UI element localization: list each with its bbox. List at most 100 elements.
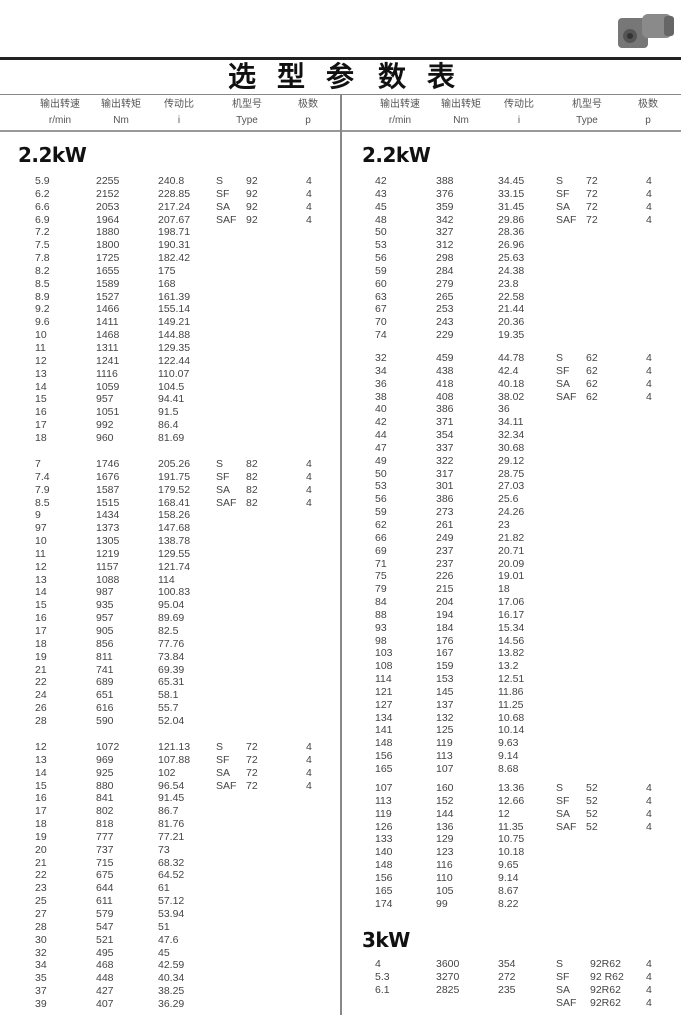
table-row: 22 675 64.52: [0, 869, 330, 882]
table-row: 56 298 25.63: [340, 252, 670, 265]
cell-speed: 20: [35, 843, 47, 856]
header-type-label: 机型号: [232, 99, 262, 110]
cell-type: S: [556, 352, 564, 364]
cell-speed: 6.9: [35, 213, 50, 226]
cell-speed: 98: [375, 634, 387, 647]
table-row: 16 957 89.69: [0, 612, 330, 625]
cell-torque: 1305: [96, 535, 120, 548]
cell-poles: 4: [646, 782, 652, 794]
cell-poles: 4: [306, 187, 312, 200]
cell-ratio: 9.14: [498, 871, 519, 884]
cell-speed: 53: [375, 239, 387, 252]
cell-speed: 5.3: [375, 970, 390, 983]
cell-torque: 992: [96, 419, 114, 432]
cell-ratio: 25.6: [498, 493, 519, 506]
table-row: 42 388 34.45 S 72 4: [340, 175, 670, 188]
cell-ratio: 19.01: [498, 570, 525, 583]
cell-torque: 1964: [96, 213, 120, 226]
cell-ratio: 8.22: [498, 897, 519, 910]
cell-speed: 165: [375, 763, 393, 775]
header-speed-unit: r/min: [48, 115, 72, 126]
table-row: 24 651 58.1: [0, 689, 330, 702]
cell-torque: 167: [436, 647, 454, 660]
cell-size: 92R62: [590, 996, 621, 1009]
table-row: 22 689 65.31: [0, 676, 330, 689]
cell-speed: 10: [35, 329, 47, 342]
table-row: 121 145 11.86: [340, 686, 670, 699]
cell-ratio: 23.8: [498, 277, 519, 290]
cell-torque: 1880: [96, 226, 120, 239]
cell-ratio: 190.31: [158, 239, 191, 252]
table-row: 12 1157 121.74: [0, 561, 330, 574]
cell-speed: 36: [375, 377, 387, 390]
cell-torque: 3600: [436, 958, 460, 970]
cell-ratio: 9.14: [498, 750, 519, 763]
table-row: 5.3 3270 272 SF 92 R62 4: [340, 971, 670, 984]
cell-ratio: 15.34: [498, 621, 525, 634]
cell-speed: 42: [375, 416, 387, 429]
cell-poles: 4: [646, 983, 652, 996]
cell-speed: 11: [35, 341, 46, 354]
cell-ratio: 129.55: [158, 547, 191, 560]
cell-ratio: 55.7: [158, 702, 179, 715]
cell-poles: 4: [646, 364, 652, 377]
cell-torque: 818: [96, 818, 114, 831]
title-char: 表: [427, 60, 456, 93]
cell-ratio: 36.29: [158, 997, 185, 1010]
cell-torque: 132: [436, 711, 454, 724]
table-row: 165 105 8.67: [340, 885, 670, 898]
table-row: 10 1305 138.78: [0, 535, 330, 548]
cell-ratio: 47.6: [158, 933, 179, 946]
cell-torque: 312: [436, 239, 454, 252]
cell-torque: 925: [96, 766, 114, 779]
cell-speed: 97: [35, 522, 47, 535]
cell-speed: 66: [375, 531, 387, 544]
cell-ratio: 114: [158, 573, 175, 586]
cell-type: SF: [556, 970, 570, 983]
table-row: 66 249 21.82: [340, 532, 670, 545]
cell-torque: 337: [436, 441, 454, 454]
title-char: 参: [326, 60, 355, 93]
cell-speed: 62: [375, 518, 387, 531]
cell-ratio: 96.54: [158, 779, 185, 792]
cell-speed: 108: [375, 660, 393, 673]
cell-ratio: 129.35: [158, 341, 191, 354]
cell-speed: 140: [375, 846, 393, 859]
cell-torque: 284: [436, 264, 454, 277]
cell-torque: 521: [96, 933, 114, 946]
cell-torque: 388: [436, 175, 454, 187]
table-row: 6.6 2053 217.24 SA 92 4: [0, 201, 330, 214]
cell-torque: 176: [436, 634, 454, 647]
cell-speed: 50: [375, 467, 387, 480]
cell-speed: 9.2: [35, 303, 50, 316]
table-row: 34 438 42.4 SF 62 4: [340, 365, 670, 378]
cell-ratio: 95.04: [158, 599, 185, 612]
cell-speed: 67: [375, 303, 387, 316]
cell-speed: 25: [35, 895, 47, 908]
cell-torque: 243: [436, 316, 454, 329]
cell-ratio: 82.5: [158, 624, 179, 637]
cell-speed: 15: [35, 779, 47, 792]
cell-ratio: 40.34: [158, 972, 185, 985]
power-heading: 3kW: [362, 928, 410, 952]
cell-torque: 1725: [96, 252, 120, 265]
table-row: 8.5 1515 168.41 SAF 82 4: [0, 497, 330, 510]
cell-torque: 249: [436, 531, 454, 544]
title-char: 型: [277, 60, 306, 93]
cell-ratio: 179.52: [158, 483, 191, 496]
cell-ratio: 81.76: [158, 818, 185, 831]
cell-ratio: 21.44: [498, 303, 525, 316]
table-row: 18 818 81.76: [0, 818, 330, 831]
cell-ratio: 9.65: [498, 859, 519, 872]
cell-torque: 737: [96, 843, 114, 856]
cell-ratio: 51: [158, 920, 170, 933]
power-heading: 2.2kW: [362, 143, 431, 167]
header-poles-label: 极数: [638, 99, 658, 110]
cell-speed: 71: [375, 557, 387, 570]
cell-speed: 11: [35, 547, 46, 560]
cell-ratio: 9.63: [498, 737, 519, 750]
cell-torque: 777: [96, 830, 114, 843]
cell-ratio: 23: [498, 518, 510, 531]
cell-size: 62: [586, 377, 598, 390]
cell-size: 62: [586, 390, 598, 403]
